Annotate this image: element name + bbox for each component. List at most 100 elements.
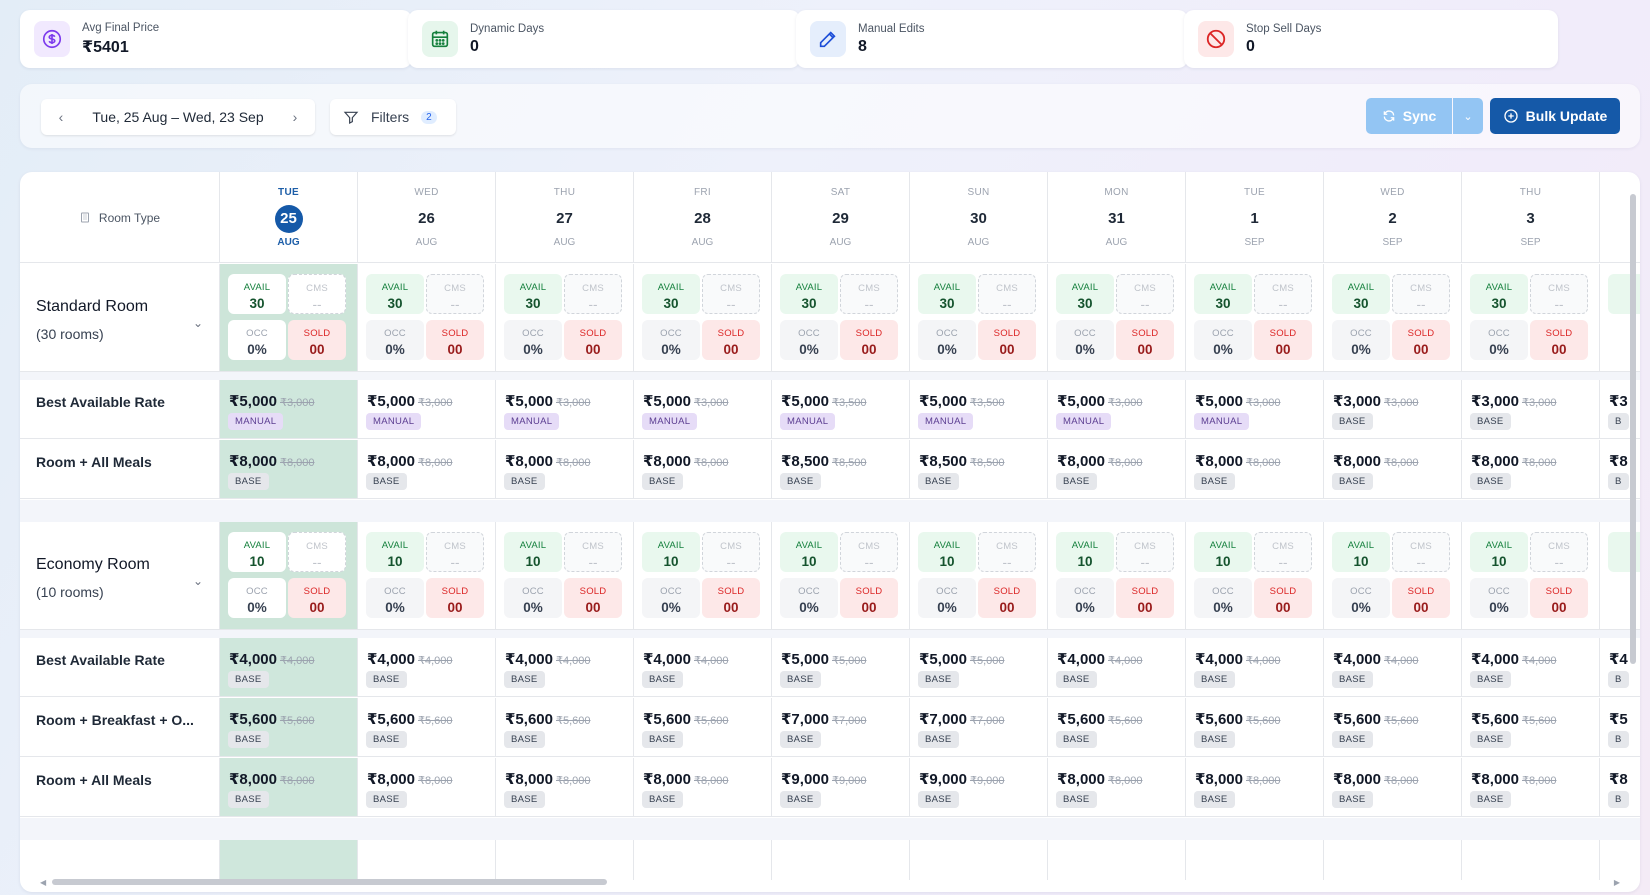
price-cell[interactable]: ₹8,000 ₹8,000 BASE <box>358 440 496 498</box>
price-cell[interactable]: ₹5,000 ₹3,000 MANUAL <box>1186 380 1324 438</box>
chevron-down-icon[interactable]: ⌄ <box>192 574 203 588</box>
sync-button[interactable]: Sync <box>1366 98 1452 134</box>
rate-plan-label-cell[interactable]: Room + All Meals <box>20 440 220 498</box>
price-cell[interactable]: ₹8,000 ₹8,000 BASE <box>634 440 772 498</box>
price-cell-partial[interactable]: ₹8 B <box>1600 758 1640 816</box>
price-cell[interactable]: ₹4,000 ₹4,000 BASE <box>1462 638 1600 696</box>
availability-cell[interactable]: AVAIL 10 CMS -- OCC 0% SOLD 00 <box>1462 522 1600 629</box>
day-header[interactable]: WED 26 AUG <box>358 172 496 263</box>
price-cell[interactable]: ₹8,000 ₹8,000 BASE <box>1186 758 1324 816</box>
price-cell[interactable]: ₹8,000 ₹8,000 BASE <box>220 440 358 498</box>
date-range-picker[interactable]: ‹ Tue, 25 Aug – Wed, 23 Sep › <box>41 99 315 135</box>
availability-cell[interactable]: AVAIL 10 CMS -- OCC 0% SOLD 00 <box>220 522 358 629</box>
vertical-scrollbar[interactable] <box>1628 194 1638 834</box>
price-cell[interactable]: ₹8,500 ₹8,500 BASE <box>910 440 1048 498</box>
price-cell[interactable]: ₹8,000 ₹8,000 BASE <box>358 758 496 816</box>
availability-cell[interactable]: AVAIL 30 CMS -- OCC 0% SOLD 00 <box>1048 264 1186 371</box>
price-cell[interactable]: ₹8,000 ₹8,000 BASE <box>1048 758 1186 816</box>
price-cell[interactable]: ₹9,000 ₹9,000 BASE <box>910 758 1048 816</box>
availability-cell[interactable]: AVAIL 10 CMS -- OCC 0% SOLD 00 <box>1048 522 1186 629</box>
day-header[interactable]: FRI 28 AUG <box>634 172 772 263</box>
price-cell[interactable]: ₹4,000 ₹4,000 BASE <box>220 638 358 696</box>
scrollbar-thumb[interactable] <box>52 879 607 885</box>
day-header[interactable]: WED 2 SEP <box>1324 172 1462 263</box>
price-cell[interactable]: ₹9,000 ₹9,000 BASE <box>772 758 910 816</box>
chevron-down-icon[interactable]: ⌄ <box>192 316 203 330</box>
scroll-right-arrow-icon[interactable]: ▶ <box>1613 878 1620 887</box>
rate-plan-label-cell[interactable]: Room + All Meals <box>20 758 220 816</box>
price-cell[interactable]: ₹5,600 ₹5,600 BASE <box>634 698 772 756</box>
chevron-left-icon[interactable]: ‹ <box>58 109 64 125</box>
scroll-left-arrow-icon[interactable]: ◀ <box>40 878 47 887</box>
scrollbar-thumb[interactable] <box>1630 194 1636 664</box>
price-cell[interactable]: ₹8,000 ₹8,000 BASE <box>1462 758 1600 816</box>
price-cell[interactable]: ₹5,600 ₹5,600 BASE <box>358 698 496 756</box>
price-cell[interactable]: ₹8,000 ₹8,000 BASE <box>1186 440 1324 498</box>
availability-cell[interactable]: AVAIL 10 CMS -- OCC 0% SOLD 00 <box>634 522 772 629</box>
availability-cell[interactable]: AVAIL 30 CMS -- OCC 0% SOLD 00 <box>1462 264 1600 371</box>
price-cell[interactable]: ₹5,600 ₹5,600 BASE <box>496 698 634 756</box>
price-cell[interactable]: ₹5,000 ₹3,500 MANUAL <box>910 380 1048 438</box>
price-cell[interactable]: ₹8,000 ₹8,000 BASE <box>1324 758 1462 816</box>
price-cell-partial[interactable]: ₹5 B <box>1600 698 1640 756</box>
price-cell[interactable]: ₹7,000 ₹7,000 BASE <box>772 698 910 756</box>
price-cell[interactable]: ₹5,000 ₹5,000 BASE <box>910 638 1048 696</box>
price-cell[interactable]: ₹8,000 ₹8,000 BASE <box>1324 440 1462 498</box>
price-cell-partial[interactable]: ₹8 B <box>1600 440 1640 498</box>
chevron-right-icon[interactable]: › <box>292 109 298 125</box>
availability-cell[interactable]: AVAIL 10 CMS -- OCC 0% SOLD 00 <box>1324 522 1462 629</box>
availability-cell[interactable]: AVAIL 30 CMS -- OCC 0% SOLD 00 <box>220 264 358 371</box>
day-header[interactable]: THU 3 SEP <box>1462 172 1600 263</box>
day-header[interactable]: MON 31 AUG <box>1048 172 1186 263</box>
day-header[interactable]: SUN 30 AUG <box>910 172 1048 263</box>
price-cell[interactable]: ₹4,000 ₹4,000 BASE <box>1186 638 1324 696</box>
sync-dropdown-button[interactable]: ⌄ <box>1453 98 1483 134</box>
availability-cell[interactable]: AVAIL 30 CMS -- OCC 0% SOLD 00 <box>1186 264 1324 371</box>
price-cell[interactable]: ₹5,000 ₹3,000 MANUAL <box>496 380 634 438</box>
day-header[interactable]: TUE 25 AUG <box>220 172 358 263</box>
room-label-cell[interactable]: Standard Room (30 rooms) ⌄ <box>20 264 220 371</box>
price-cell[interactable]: ₹5,000 ₹3,000 MANUAL <box>220 380 358 438</box>
price-cell-partial[interactable]: ₹3 B <box>1600 380 1640 438</box>
price-cell-partial[interactable]: ₹4 B <box>1600 638 1640 696</box>
rate-plan-label-cell[interactable]: Best Available Rate <box>20 380 220 438</box>
price-cell[interactable]: ₹3,000 ₹3,000 BASE <box>1324 380 1462 438</box>
rate-plan-label-cell[interactable]: Room + Breakfast + O... <box>20 698 220 756</box>
price-cell[interactable]: ₹5,600 ₹5,600 BASE <box>1186 698 1324 756</box>
price-cell[interactable]: ₹8,500 ₹8,500 BASE <box>772 440 910 498</box>
price-cell[interactable]: ₹5,000 ₹3,000 MANUAL <box>1048 380 1186 438</box>
availability-cell[interactable]: AVAIL 30 CMS -- OCC 0% SOLD 00 <box>772 264 910 371</box>
price-cell[interactable]: ₹4,000 ₹4,000 BASE <box>634 638 772 696</box>
availability-cell[interactable]: AVAIL 10 CMS -- OCC 0% SOLD 00 <box>496 522 634 629</box>
day-header[interactable]: THU 27 AUG <box>496 172 634 263</box>
room-label-cell[interactable]: Economy Room (10 rooms) ⌄ <box>20 522 220 629</box>
price-cell[interactable]: ₹7,000 ₹7,000 BASE <box>910 698 1048 756</box>
day-header[interactable]: TUE 1 SEP <box>1186 172 1324 263</box>
rate-plan-label-cell[interactable]: Best Available Rate <box>20 638 220 696</box>
availability-cell[interactable]: AVAIL 10 CMS -- OCC 0% SOLD 00 <box>358 522 496 629</box>
price-cell[interactable]: ₹8,000 ₹8,000 BASE <box>634 758 772 816</box>
filters-button[interactable]: Filters 2 <box>330 99 456 135</box>
price-cell[interactable]: ₹5,000 ₹3,000 MANUAL <box>634 380 772 438</box>
price-cell[interactable]: ₹8,000 ₹8,000 BASE <box>496 440 634 498</box>
availability-cell[interactable]: AVAIL 30 CMS -- OCC 0% SOLD 00 <box>634 264 772 371</box>
day-header[interactable]: SAT 29 AUG <box>772 172 910 263</box>
horizontal-scrollbar[interactable]: ◀ ▶ <box>40 878 1620 887</box>
price-cell[interactable]: ₹5,000 ₹3,500 MANUAL <box>772 380 910 438</box>
bulk-update-button[interactable]: Bulk Update <box>1490 98 1620 134</box>
price-cell[interactable]: ₹5,600 ₹5,600 BASE <box>1048 698 1186 756</box>
price-cell[interactable]: ₹5,600 ₹5,600 BASE <box>1324 698 1462 756</box>
price-cell[interactable]: ₹5,600 ₹5,600 BASE <box>1462 698 1600 756</box>
price-cell[interactable]: ₹8,000 ₹8,000 BASE <box>496 758 634 816</box>
price-cell[interactable]: ₹8,000 ₹8,000 BASE <box>220 758 358 816</box>
price-cell[interactable]: ₹4,000 ₹4,000 BASE <box>358 638 496 696</box>
price-cell[interactable]: ₹4,000 ₹4,000 BASE <box>1324 638 1462 696</box>
availability-cell[interactable]: AVAIL 30 CMS -- OCC 0% SOLD 00 <box>910 264 1048 371</box>
availability-cell[interactable]: AVAIL 10 CMS -- OCC 0% SOLD 00 <box>1186 522 1324 629</box>
price-cell[interactable]: ₹5,600 ₹5,600 BASE <box>220 698 358 756</box>
price-cell[interactable]: ₹5,000 ₹5,000 BASE <box>772 638 910 696</box>
availability-cell[interactable]: AVAIL 30 CMS -- OCC 0% SOLD 00 <box>358 264 496 371</box>
price-cell[interactable]: ₹3,000 ₹3,000 BASE <box>1462 380 1600 438</box>
availability-cell[interactable]: AVAIL 30 CMS -- OCC 0% SOLD 00 <box>496 264 634 371</box>
price-cell[interactable]: ₹4,000 ₹4,000 BASE <box>1048 638 1186 696</box>
